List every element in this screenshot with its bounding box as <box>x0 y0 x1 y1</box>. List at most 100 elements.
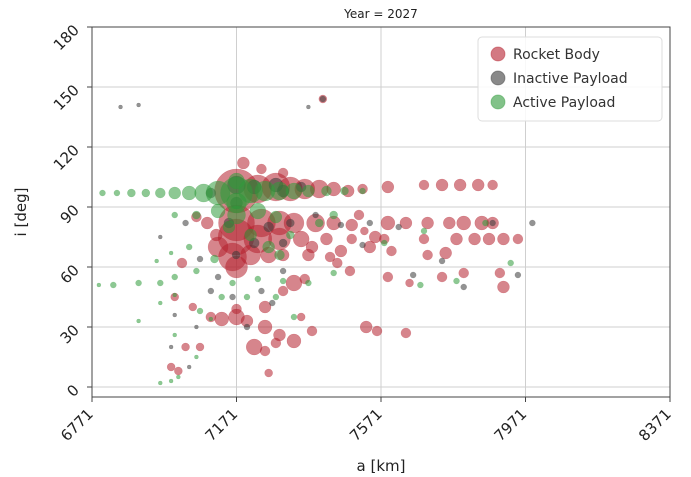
data-point <box>263 221 274 233</box>
data-point <box>435 178 449 192</box>
data-point <box>320 232 333 246</box>
data-point <box>136 102 141 108</box>
data-point <box>210 254 219 264</box>
y-tick-label: 180 <box>50 21 83 54</box>
data-point <box>278 238 288 248</box>
data-point <box>168 186 181 200</box>
data-point <box>346 233 357 245</box>
data-point <box>400 327 412 339</box>
data-point <box>176 374 181 380</box>
legend-marker <box>490 70 506 86</box>
data-point <box>497 280 510 294</box>
data-point <box>514 271 522 279</box>
data-point <box>264 368 273 378</box>
data-point <box>305 240 319 254</box>
data-point <box>353 209 365 221</box>
data-point <box>368 230 382 244</box>
data-point <box>258 287 265 295</box>
data-point <box>192 210 201 220</box>
data-point <box>229 293 236 301</box>
data-point <box>172 312 177 318</box>
data-point <box>218 293 225 301</box>
data-point <box>172 292 177 298</box>
data-point <box>277 285 289 297</box>
data-point <box>194 354 199 360</box>
data-point <box>237 156 250 170</box>
data-point <box>172 332 177 338</box>
data-point <box>135 279 142 287</box>
data-point <box>296 312 306 322</box>
data-point <box>482 232 496 246</box>
legend-marker <box>490 46 506 62</box>
data-point <box>188 302 198 312</box>
x-tick-label: 7971 <box>491 405 531 445</box>
y-tick-label: 30 <box>57 321 83 347</box>
x-tick-label: 6771 <box>57 405 97 445</box>
data-point <box>168 344 174 350</box>
data-point <box>312 211 319 219</box>
data-points <box>96 94 536 386</box>
data-point <box>254 275 262 283</box>
data-point <box>269 299 276 307</box>
data-point <box>210 228 223 242</box>
data-point <box>277 167 289 179</box>
data-point <box>99 189 106 197</box>
data-point <box>359 241 366 249</box>
data-point <box>286 218 295 228</box>
data-point <box>185 243 193 251</box>
x-tick-label: 7571 <box>346 405 386 445</box>
data-point <box>443 216 456 230</box>
data-point <box>193 267 200 275</box>
data-point <box>382 271 394 283</box>
data-point <box>422 249 433 261</box>
data-point <box>453 178 467 192</box>
legend-label: Inactive Payload <box>513 71 628 87</box>
data-point <box>249 202 267 220</box>
data-point <box>174 366 183 376</box>
data-point <box>381 180 395 194</box>
data-point <box>439 246 452 260</box>
data-point <box>141 188 151 198</box>
data-point <box>306 325 318 337</box>
data-point <box>155 187 166 199</box>
data-point <box>456 215 471 231</box>
data-point <box>360 226 369 236</box>
data-point <box>334 244 348 258</box>
data-point <box>214 273 222 281</box>
data-point <box>380 215 396 231</box>
data-point <box>285 182 303 200</box>
y-tick-label: 120 <box>50 141 83 174</box>
data-point <box>497 232 510 246</box>
data-point <box>409 271 417 279</box>
legend: Rocket Body Inactive Payload Active Payloa… <box>477 36 663 122</box>
data-point <box>257 319 273 335</box>
data-point <box>158 300 163 306</box>
data-point <box>494 267 506 279</box>
data-point <box>420 227 428 235</box>
data-point <box>417 281 424 289</box>
data-point <box>269 210 283 224</box>
data-point <box>468 232 481 246</box>
data-point <box>359 187 366 195</box>
y-tick-label: 90 <box>57 201 83 227</box>
data-point <box>127 188 136 198</box>
data-point <box>344 265 356 277</box>
data-point <box>329 210 338 220</box>
data-point <box>244 228 257 242</box>
data-point <box>231 250 241 260</box>
data-point <box>395 223 402 231</box>
data-point <box>270 337 282 349</box>
data-point <box>243 293 251 301</box>
data-point <box>194 324 199 330</box>
data-point <box>110 281 117 289</box>
data-point <box>359 320 373 334</box>
data-point <box>529 219 536 227</box>
y-tick-label: 60 <box>57 261 83 287</box>
data-point <box>302 184 315 198</box>
data-point <box>158 234 163 240</box>
data-point <box>227 205 246 225</box>
legend-label: Rocket Body <box>513 47 600 63</box>
data-point <box>181 185 197 201</box>
data-point <box>274 249 285 261</box>
